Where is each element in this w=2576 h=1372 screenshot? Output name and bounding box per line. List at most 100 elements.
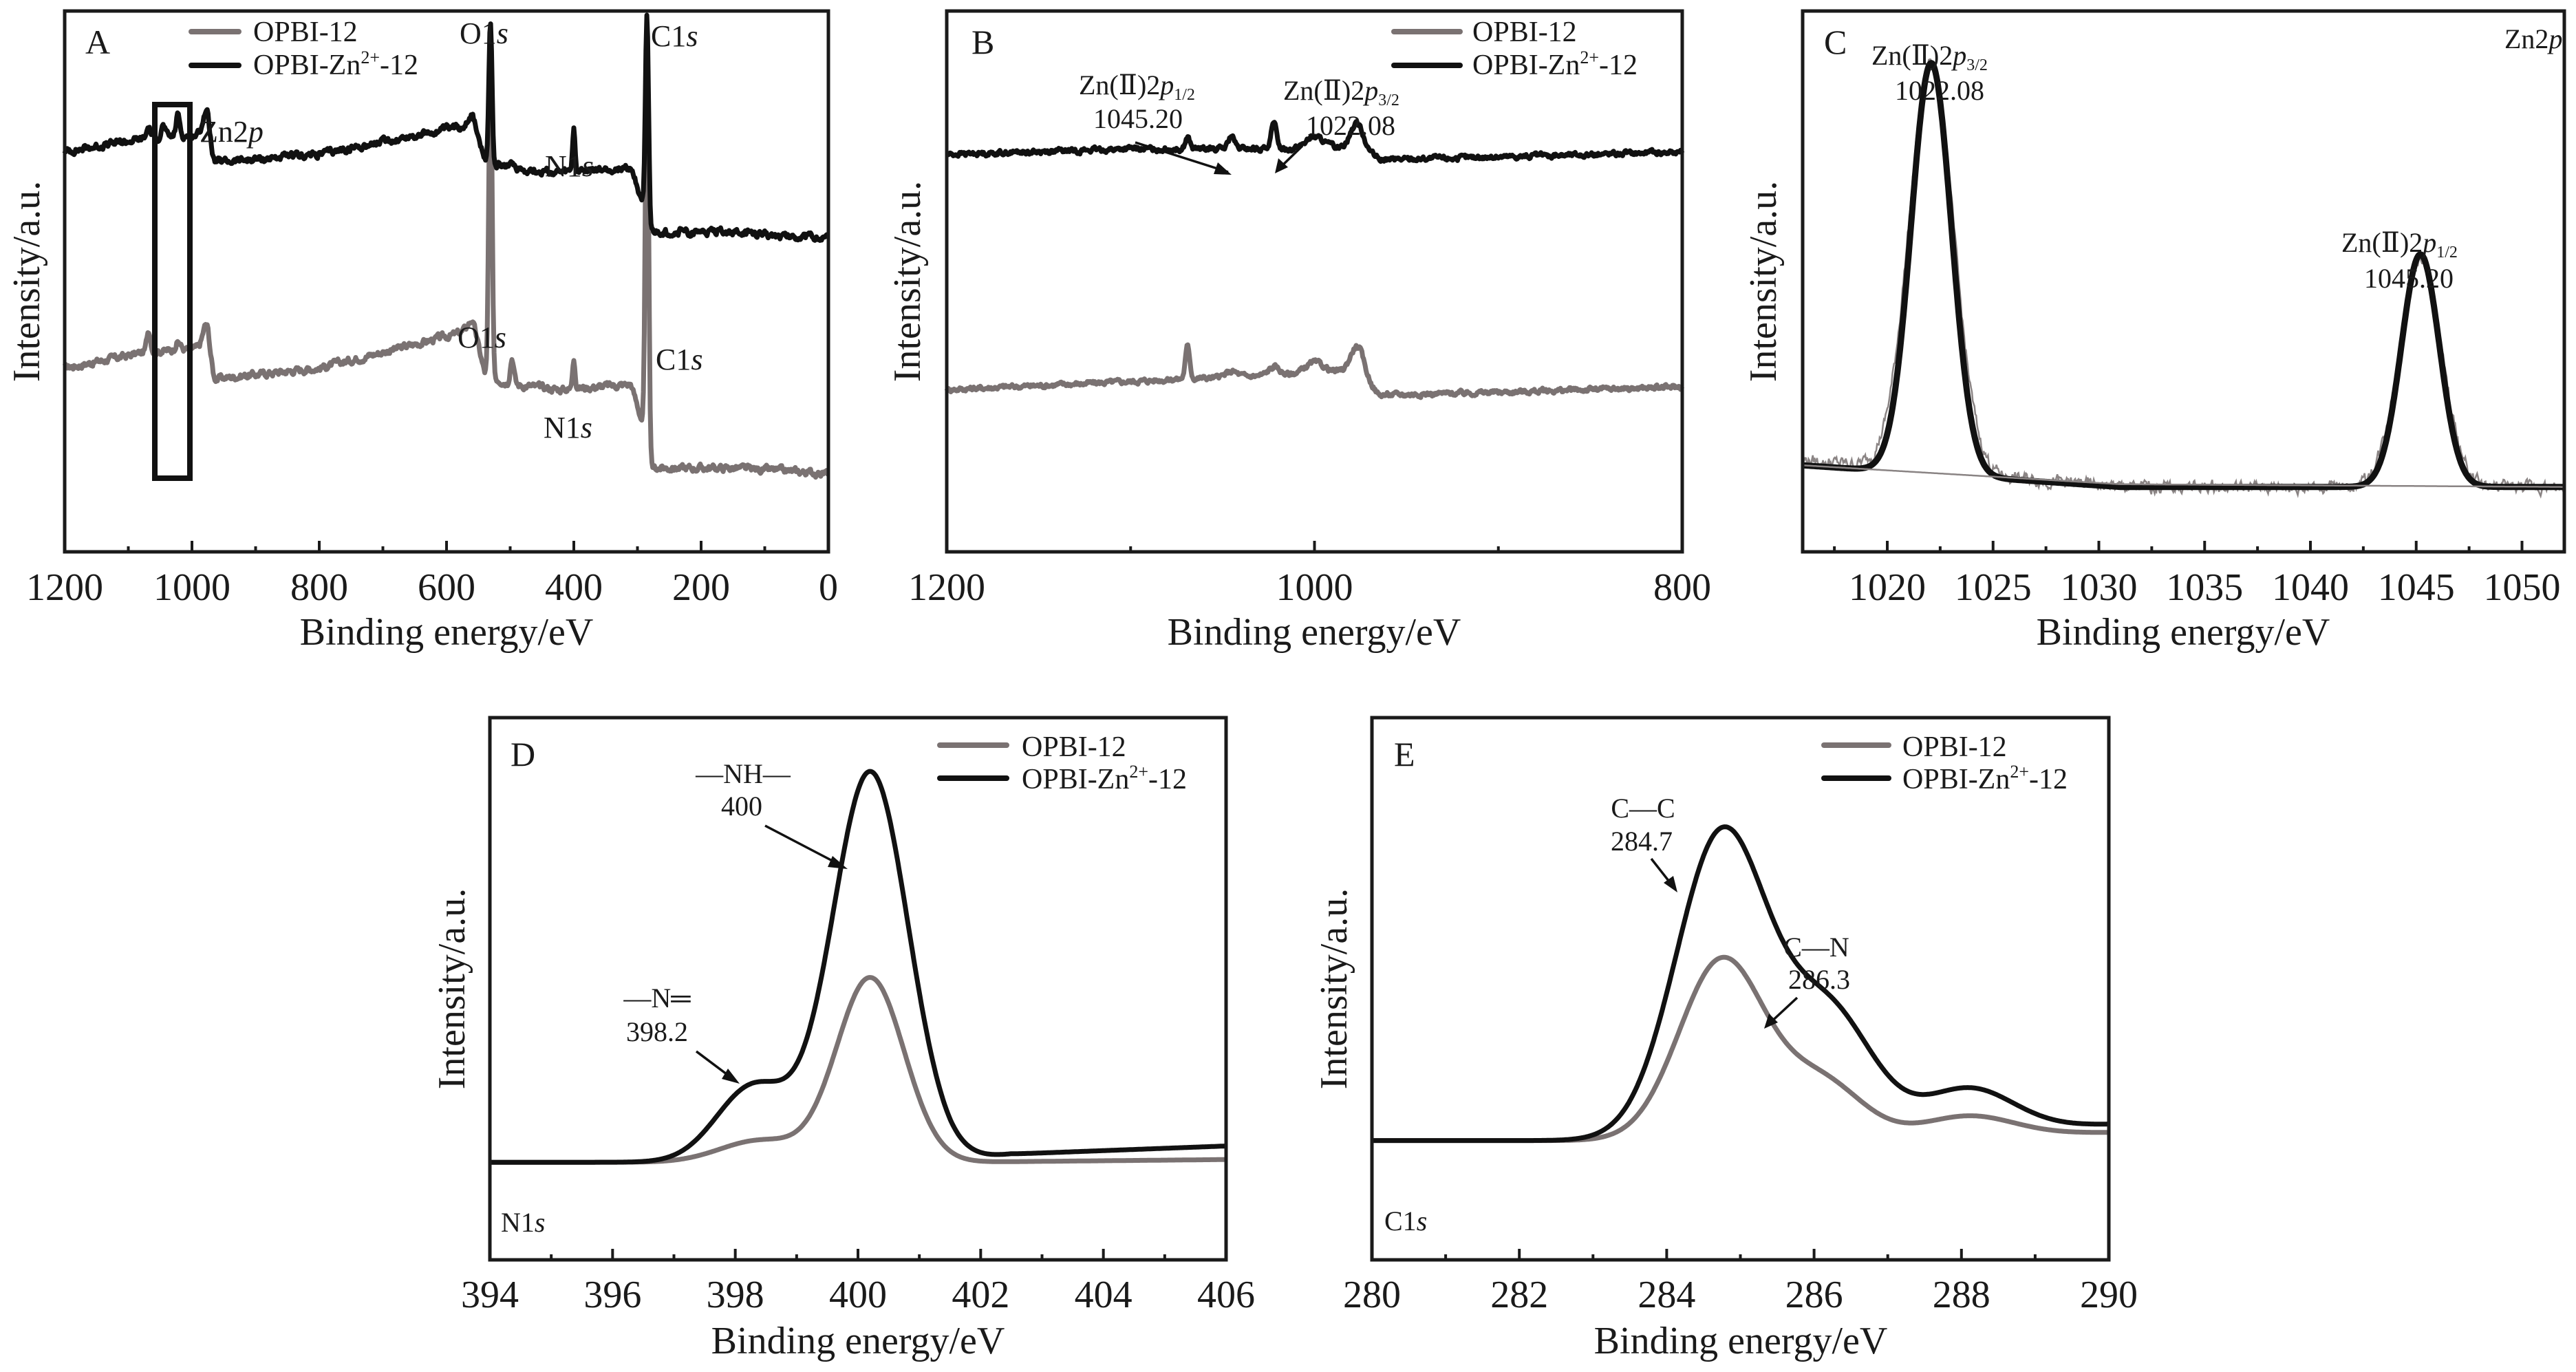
panel-d-legend: OPBI-12 OPBI-Zn2+-12 [937, 731, 1187, 795]
panel-e-frame [1370, 716, 2111, 1262]
panel-c-x-axis-title: Binding energy/eV [2037, 611, 2330, 654]
x-tick-label: 400 [829, 1274, 887, 1316]
panel-b-ticks [945, 541, 1684, 552]
panel-b-annotation-zn-2p32: Zn(Ⅱ)2p3/2 1022.08 [1275, 75, 1399, 173]
series-line-opbi-zn2-12 [488, 769, 1228, 1165]
panel-b-arrowhead-2p12 [1214, 162, 1232, 175]
panel-c-tick-labels: 1020 1025 1030 1035 1040 1045 1050 [1849, 566, 2561, 609]
panel-d-arrowhead-nh [828, 856, 848, 869]
panel-b-y-axis-title: Intensity/a.u. [886, 181, 929, 382]
panel-b-zn-2p32-species: Zn(Ⅱ)2p3/2 [1283, 75, 1399, 109]
legend-label-opbi-zn-12: OPBI-Zn2+-12 [1902, 762, 2068, 795]
panel-c-traces [1800, 58, 2567, 499]
panel-b-traces [944, 119, 1685, 400]
x-tick-label: 398 [707, 1274, 764, 1316]
panel-d-arrowhead-n [722, 1069, 740, 1084]
panel-a-x-axis-title: Binding energy/eV [300, 611, 594, 654]
panel-c-y-axis-title: Intensity/a.u. [1742, 181, 1785, 382]
x-tick-label: 286 [1785, 1274, 1843, 1316]
panel-c-zn2p-highres: C Zn2p Zn(Ⅱ)2p3/2 1022.08 Zn(Ⅱ)2p1/2 104… [1742, 9, 2567, 654]
panel-d-annotation-nh: —NH— 400 [695, 758, 848, 869]
legend-label-opbi-12: OPBI-12 [1022, 731, 1126, 763]
legend-label-opbi-12: OPBI-12 [253, 17, 358, 48]
x-tick-label: 800 [1653, 566, 1711, 609]
panel-e-c1s: E C1s OPBI-12 OPBI-Zn2+-12 C—C 284.7 C—N… [1313, 716, 2138, 1362]
panel-c-corner-label: Zn2p [2504, 23, 2562, 54]
panel-a-tick-labels: 1200 1000 800 600 400 200 0 [26, 566, 838, 609]
panel-a-zn2p-highlight-box [152, 102, 193, 481]
panel-e-letter: E [1394, 735, 1415, 773]
panel-e-annotation-cn: C—N 286.3 [1764, 932, 1850, 1029]
panel-d-n-value: 398.2 [626, 1016, 688, 1047]
panel-a-legend: OPBI-12 OPBI-Zn2+-12 [189, 17, 418, 81]
legend-label-opbi-zn-12: OPBI-Zn2+-12 [1472, 47, 1638, 81]
panel-c-2p12-value: 1045.20 [2364, 263, 2454, 294]
panel-d-n1s: D N1s OPBI-12 OPBI-Zn2+-12 —NH— 400 —N═ … [431, 716, 1255, 1362]
x-tick-label: 396 [583, 1274, 641, 1316]
panel-d-nh-group: —NH— [695, 758, 791, 789]
panel-c-2p12-species: Zn(Ⅱ)2p1/2 [2341, 227, 2458, 261]
panel-d-ticks [489, 1249, 1227, 1260]
legend-label-opbi-12: OPBI-12 [1472, 17, 1577, 48]
x-tick-label: 800 [290, 566, 348, 609]
x-tick-label: 282 [1490, 1274, 1548, 1316]
x-tick-label: 1050 [2484, 566, 2561, 609]
x-tick-label: 1200 [26, 566, 103, 609]
x-tick-label: 1030 [2061, 566, 2138, 609]
panel-e-cc-value: 284.7 [1611, 826, 1673, 857]
panel-e-corner-label: C1s [1384, 1205, 1427, 1236]
series-line-opbi-zn2-12 [1370, 824, 2111, 1144]
panel-d-tick-labels: 394 396 398 400 402 404 406 [461, 1274, 1255, 1316]
x-tick-label: 1025 [1955, 566, 2032, 609]
panel-b-zn-2p12-value: 1045.20 [1093, 103, 1183, 134]
panel-e-arrowhead-cn [1764, 1014, 1778, 1029]
panel-d-arrow-nh [764, 824, 844, 868]
panel-e-arrowhead-cc [1664, 876, 1677, 892]
panel-e-tick-labels: 280 282 284 286 288 290 [1343, 1274, 2138, 1316]
panel-d-corner-label: N1s [501, 1207, 545, 1238]
x-tick-label: 1035 [2166, 566, 2243, 609]
series-line-opbi-12 [1370, 954, 2111, 1144]
x-tick-label: 0 [819, 566, 838, 609]
panel-b-legend: OPBI-12 OPBI-Zn2+-12 [1391, 17, 1638, 81]
x-tick-label: 284 [1638, 1274, 1695, 1316]
panel-e-cn-group: C—N [1783, 932, 1849, 963]
panel-c-annotation-2p12: Zn(Ⅱ)2p1/2 1045.20 [2341, 227, 2458, 294]
panel-a-black-n1s-label: N1s [545, 149, 594, 183]
panel-c-ticks [1833, 541, 2524, 552]
legend-label-opbi-12: OPBI-12 [1902, 731, 2007, 763]
panel-b-zn-region: B OPBI-12 OPBI-Zn2+-12 Zn(Ⅱ)2p1/2 1045.2… [886, 9, 1711, 654]
panel-d-annotation-n-double: —N═ 398.2 [623, 983, 740, 1084]
legend-label-opbi-zn-12: OPBI-Zn2+-12 [1022, 762, 1187, 795]
series-line-fit [1800, 60, 2567, 491]
x-tick-label: 200 [672, 566, 730, 609]
panel-b-annotation-zn-2p12: Zn(Ⅱ)2p1/2 1045.20 [1079, 69, 1232, 175]
panel-a-gray-n1s-label: N1s [544, 411, 592, 444]
x-tick-label: 400 [545, 566, 603, 609]
panel-e-legend: OPBI-12 OPBI-Zn2+-12 [1821, 731, 2068, 795]
panel-d-x-axis-title: Binding energy/eV [711, 1320, 1005, 1362]
panel-b-arrowhead-2p32 [1275, 158, 1288, 173]
x-tick-label: 290 [2080, 1274, 2138, 1316]
panel-d-y-axis-title: Intensity/a.u. [431, 888, 473, 1089]
x-tick-label: 1000 [153, 566, 230, 609]
panel-c-2p32-value: 1022.08 [1895, 75, 1984, 106]
x-tick-label: 280 [1343, 1274, 1401, 1316]
panel-d-n-group: —N═ [623, 983, 691, 1014]
panel-d-nh-value: 400 [721, 791, 762, 822]
panel-e-traces [1370, 824, 2111, 1144]
panel-e-annotation-cc: C—C 284.7 [1611, 793, 1677, 892]
x-tick-label: 1040 [2272, 566, 2349, 609]
panel-a-zn2p-label: Zn2p [200, 115, 264, 149]
x-tick-label: 394 [461, 1274, 519, 1316]
x-tick-label: 600 [418, 566, 475, 609]
panel-a-survey-spectrum: Zn2p O1s N1s C1s O1s N1s C1s A OPBI-12 O… [6, 9, 838, 654]
panel-b-letter: B [972, 23, 994, 61]
series-line-opbi-zn2-12 [945, 119, 1685, 164]
x-tick-label: 1020 [1849, 566, 1926, 609]
legend-label-opbi-zn-12: OPBI-Zn2+-12 [253, 47, 418, 81]
panel-e-x-axis-title: Binding energy/eV [1594, 1320, 1888, 1362]
panel-e-cc-group: C—C [1611, 793, 1675, 824]
panel-a-y-axis-title: Intensity/a.u. [6, 181, 48, 382]
